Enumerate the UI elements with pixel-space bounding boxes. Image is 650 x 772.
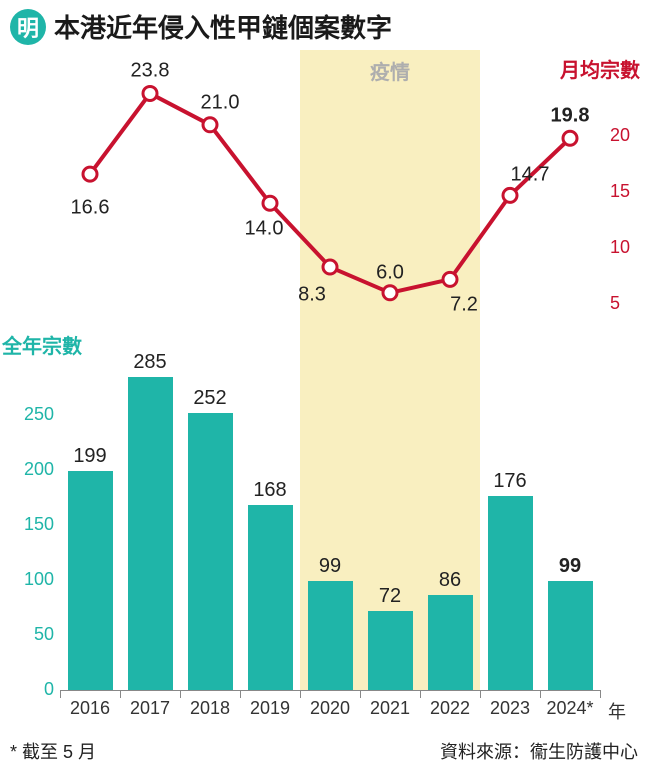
header: 明 本港近年侵入性甲鏈個案數字 <box>0 0 650 49</box>
line-value-label: 14.7 <box>511 164 550 187</box>
publisher-logo: 明 <box>10 9 46 45</box>
footnote-left: * 截至 5 月 <box>10 738 96 764</box>
line-chart-svg <box>0 50 650 730</box>
line-value-label: 6.0 <box>376 261 404 284</box>
line-value-label: 19.8 <box>551 105 590 128</box>
line-value-label: 16.6 <box>71 197 110 220</box>
line-value-label: 21.0 <box>201 91 240 114</box>
chart-title: 本港近年侵入性甲鏈個案數字 <box>54 8 392 45</box>
line-value-label: 7.2 <box>450 294 478 317</box>
line-value-label: 8.3 <box>298 284 326 307</box>
line-value-label: 23.8 <box>131 60 170 83</box>
footnote-source: 資料來源：衞生防護中心 <box>440 738 638 764</box>
chart-area: 疫情月均宗數全年宗數510152005010015020025019928525… <box>0 50 650 730</box>
line-value-label: 14.0 <box>245 218 284 241</box>
